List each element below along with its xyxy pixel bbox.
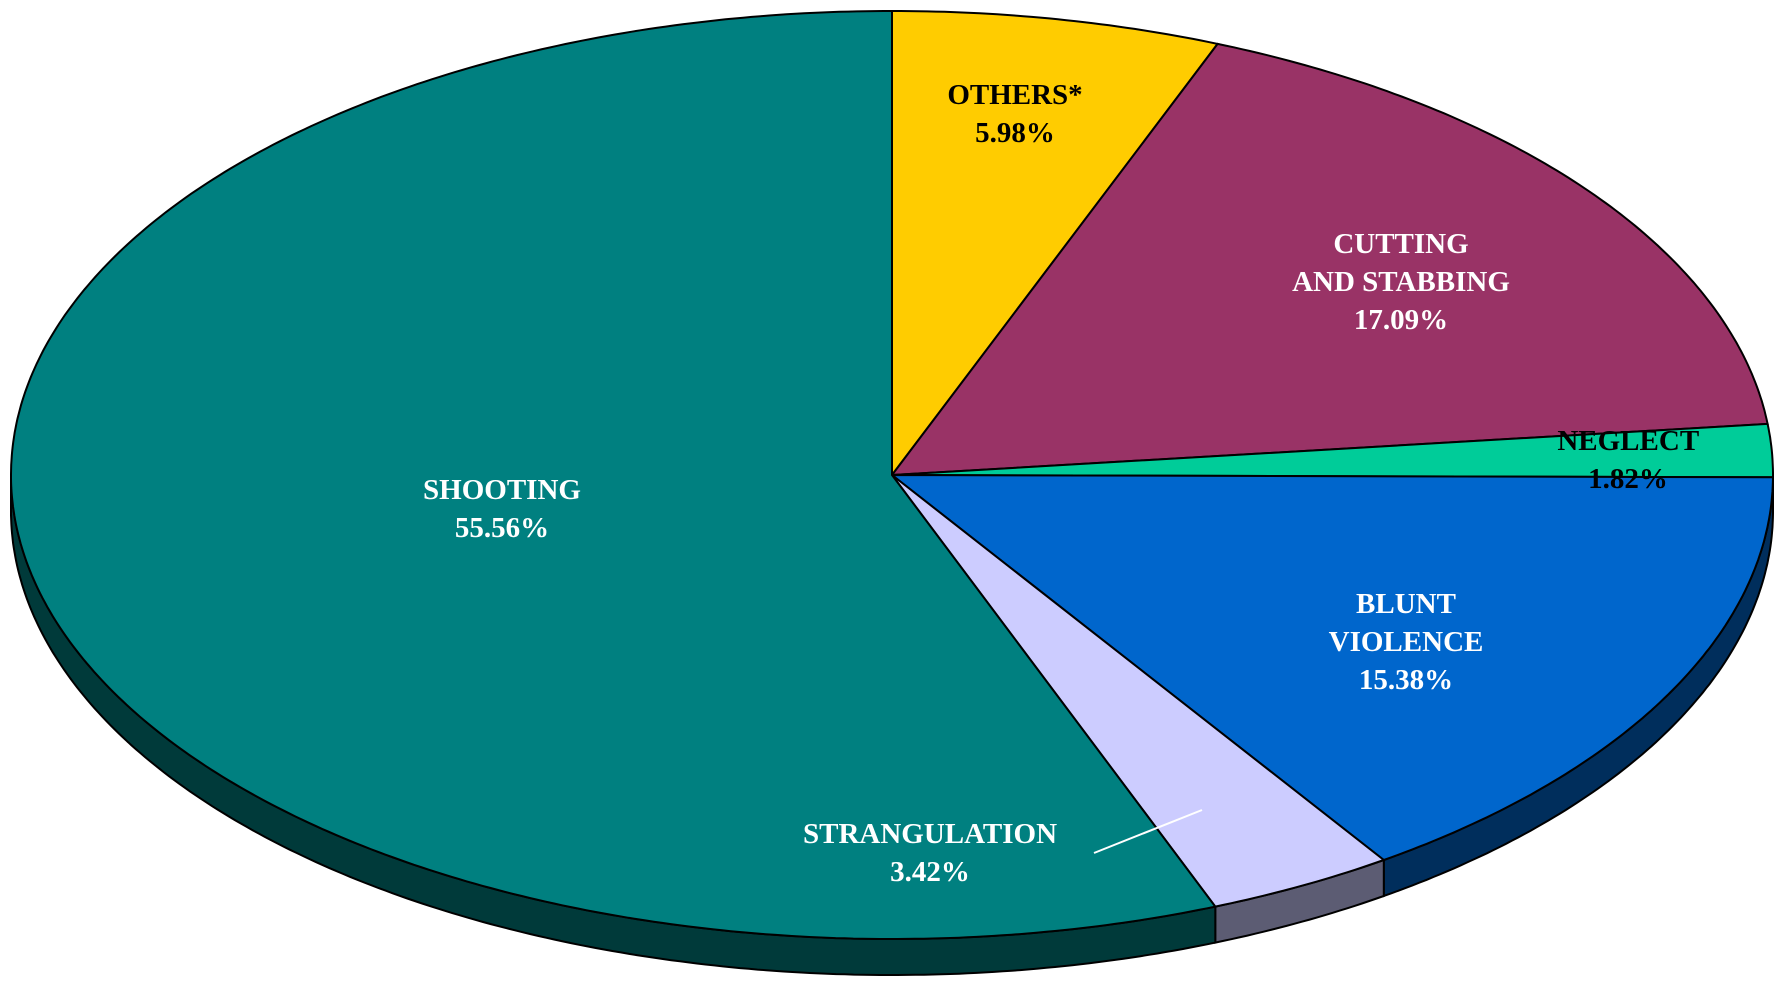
slice-label: STRANGULATION 3.42% bbox=[803, 815, 1057, 891]
value-label: 1.82% bbox=[1588, 463, 1668, 495]
slice bbox=[891, 474, 1386, 908]
slice-label: NEGLECT 1.82% bbox=[1553, 422, 1703, 498]
slice-label: OTHERS* 5.98% bbox=[947, 76, 1082, 152]
slice-label: CUTTING AND STABBING 17.09% bbox=[1292, 225, 1510, 339]
value-label: 17.09% bbox=[1353, 304, 1449, 336]
category-name: BLUNT VIOLENCE bbox=[1328, 588, 1484, 658]
category-name: OTHERS* bbox=[947, 79, 1083, 111]
category-name: SHOOTING bbox=[423, 474, 581, 506]
leader-line bbox=[1093, 809, 1203, 854]
pie-top bbox=[10, 10, 1775, 940]
slice bbox=[889, 473, 1775, 862]
value-label: 55.56% bbox=[454, 512, 550, 544]
slice-label: SHOOTING 55.56% bbox=[423, 471, 581, 547]
value-label: 5.98% bbox=[975, 117, 1055, 149]
category-name: NEGLECT bbox=[1557, 425, 1699, 457]
slice-label: BLUNT VIOLENCE 15.38% bbox=[1329, 585, 1484, 699]
slice bbox=[891, 422, 1774, 479]
value-label: 3.42% bbox=[890, 856, 970, 888]
slice bbox=[891, 10, 1220, 478]
value-label: 15.38% bbox=[1358, 664, 1454, 696]
category-name: STRANGULATION bbox=[802, 818, 1058, 850]
slice bbox=[889, 42, 1769, 477]
slice bbox=[10, 10, 1218, 940]
category-name: CUTTING AND STABBING bbox=[1292, 228, 1510, 298]
